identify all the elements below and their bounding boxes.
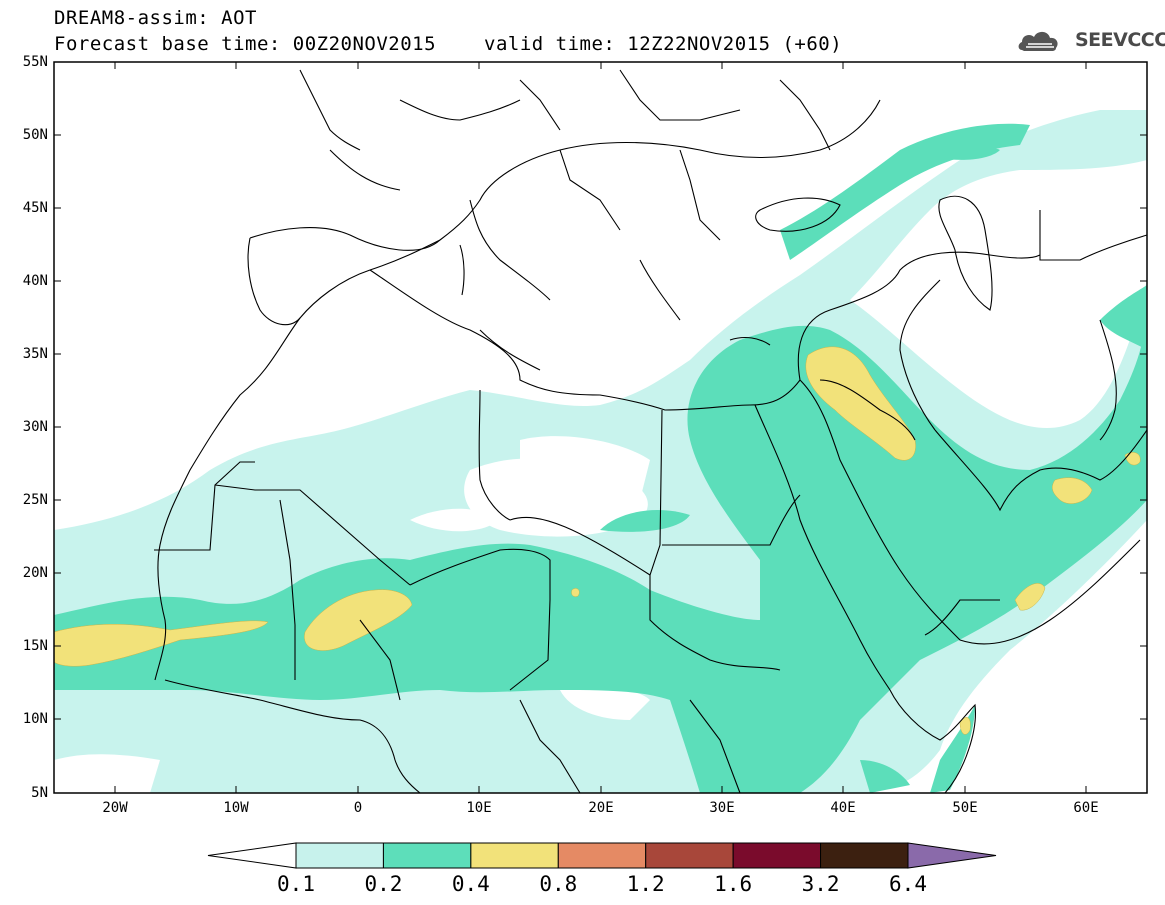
forecast-base-time: Forecast base time: 00Z20NOV2015: [54, 33, 437, 55]
lat-label: 5N: [31, 785, 48, 801]
cloud-icon: [1018, 31, 1058, 51]
lon-label: 50E: [952, 800, 978, 816]
lon-label: 20W: [102, 800, 128, 816]
lon-label: 10E: [466, 800, 492, 816]
lat-label: 45N: [22, 200, 48, 216]
colorbar-level-label: 1.6: [714, 872, 753, 896]
colorbar-level-label: 3.2: [801, 872, 840, 896]
lat-label: 35N: [22, 346, 48, 362]
lat-label: 20N: [22, 565, 48, 581]
colorbar-level-label: 0.2: [364, 872, 403, 896]
lon-label: 10W: [223, 800, 249, 816]
colorbar-level-label: 0.8: [539, 872, 578, 896]
aot-level-0.4: [53, 346, 1141, 735]
axis-ticks: [54, 61, 1147, 793]
colorbar-level-label: 0.1: [277, 872, 315, 896]
lon-label: 60E: [1073, 800, 1099, 816]
coastlines: [154, 69, 1148, 794]
colorbar-level-label: 1.2: [626, 872, 665, 896]
logo-text: SEEVCCC: [1075, 29, 1165, 51]
lat-label: 10N: [22, 711, 48, 727]
lat-label: 25N: [22, 492, 48, 508]
valid-time: valid time: 12Z22NOV2015 (+60): [484, 33, 843, 55]
lat-label: 55N: [22, 54, 48, 70]
colorbar-level-label: 6.4: [889, 872, 927, 896]
lat-label: 15N: [22, 638, 48, 654]
lat-label: 30N: [22, 419, 48, 435]
lon-label: 20E: [588, 800, 614, 816]
map-title: DREAM8-assim: AOT: [54, 7, 257, 29]
lon-label: 30E: [709, 800, 735, 816]
lat-label: 40N: [22, 273, 48, 289]
lon-label: 40E: [830, 800, 856, 816]
lon-label: 0: [353, 800, 363, 816]
colorbar-level-label: 0.4: [451, 872, 490, 896]
lat-label: 50N: [22, 127, 48, 143]
